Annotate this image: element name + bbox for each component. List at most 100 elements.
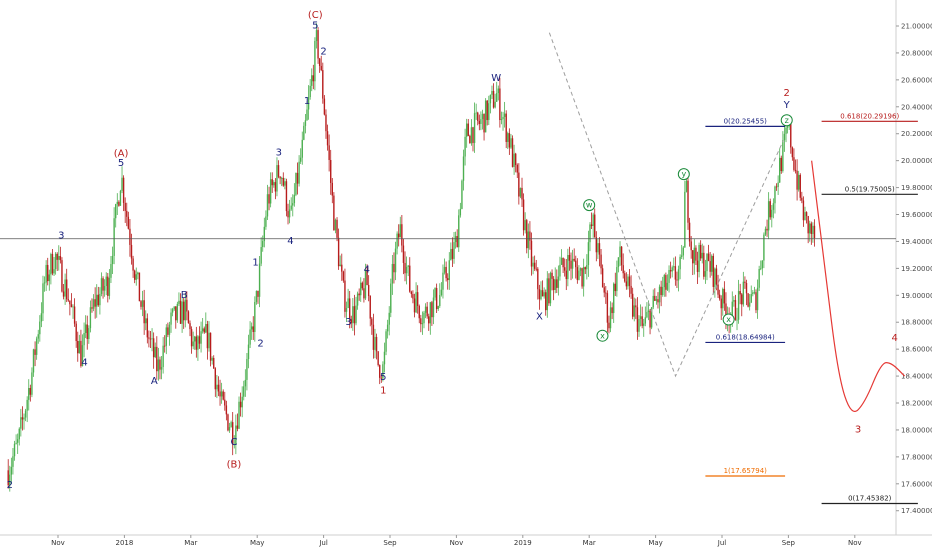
candle-body xyxy=(23,417,25,420)
candle-body xyxy=(782,140,784,172)
candle-body xyxy=(179,300,182,324)
candle-body xyxy=(696,260,699,272)
candle-body xyxy=(663,275,665,288)
candle-layer xyxy=(7,23,816,492)
candle-body xyxy=(173,306,175,310)
candle-body xyxy=(314,40,316,82)
candle-body xyxy=(801,197,803,201)
candle-body xyxy=(216,384,218,390)
candle-body xyxy=(306,109,308,121)
candle-body xyxy=(633,305,635,317)
candle-body xyxy=(200,331,202,344)
candle-body xyxy=(797,174,800,190)
candle-body xyxy=(371,318,373,325)
candle-body xyxy=(227,414,229,431)
candle-body xyxy=(99,293,101,306)
candle-body xyxy=(655,299,658,301)
candle-body xyxy=(529,231,531,241)
candle-body xyxy=(37,334,39,339)
candle-body xyxy=(345,308,348,312)
candle-body xyxy=(737,291,740,320)
x-tick-label: Nov xyxy=(848,539,862,547)
candle-body xyxy=(704,271,707,277)
candle-body xyxy=(382,364,384,379)
y-tick-label: 18.00000 xyxy=(901,426,932,434)
candle-body xyxy=(309,85,311,98)
candle-body xyxy=(318,58,321,66)
y-tick-label: 20.20000 xyxy=(901,130,932,138)
candle-body xyxy=(197,336,199,350)
candle-body xyxy=(687,180,689,223)
candle-body xyxy=(103,285,106,291)
candle-body xyxy=(127,216,130,229)
candle-body xyxy=(616,267,618,292)
candle-body xyxy=(89,307,92,329)
candle-body xyxy=(233,444,235,446)
candle-body xyxy=(423,312,425,324)
candle-body xyxy=(263,226,266,242)
candle-body xyxy=(238,401,240,429)
candle-body xyxy=(268,194,270,204)
candle-body xyxy=(386,324,389,332)
fib-level-label: 0.618(18.64984) xyxy=(716,333,775,341)
candle-body xyxy=(489,94,492,104)
candle-body xyxy=(156,346,158,372)
candle-body xyxy=(383,351,386,365)
wave-label: 5 xyxy=(118,158,124,169)
y-tick-label: 19.40000 xyxy=(901,238,932,246)
candle-body xyxy=(311,75,313,86)
candle-body xyxy=(718,294,721,299)
candle-body xyxy=(175,306,177,321)
candle-body xyxy=(217,384,220,392)
candle-body xyxy=(741,294,743,305)
candle-body xyxy=(140,301,142,307)
candle-body xyxy=(756,287,759,311)
candle-body xyxy=(459,208,462,216)
candle-body xyxy=(807,216,809,234)
candle-body xyxy=(198,336,201,344)
candle-body xyxy=(184,299,186,321)
candle-body xyxy=(262,241,264,248)
candle-body xyxy=(132,258,134,271)
candle-body xyxy=(747,293,749,307)
candle-body xyxy=(230,422,232,428)
candle-body xyxy=(587,242,590,266)
candle-body xyxy=(34,349,36,355)
candle-body xyxy=(774,186,776,204)
candle-body xyxy=(563,267,566,271)
candle-body xyxy=(581,268,583,287)
candle-body xyxy=(157,359,160,372)
candle-body xyxy=(21,417,24,420)
candle-body xyxy=(582,267,585,287)
candle-body xyxy=(360,282,362,296)
candle-body xyxy=(260,247,262,264)
wave-label: (C) xyxy=(308,10,323,21)
candle-body xyxy=(668,270,670,283)
candle-body xyxy=(385,331,387,352)
candle-body xyxy=(250,326,253,330)
candle-body xyxy=(119,190,122,206)
candle-body xyxy=(617,257,620,268)
candle-body xyxy=(576,267,579,280)
candle-body xyxy=(42,283,44,314)
candle-body xyxy=(323,98,326,115)
candle-body xyxy=(374,336,376,350)
candle-body xyxy=(481,113,484,120)
wave-label: 5 xyxy=(312,21,318,32)
candle-body xyxy=(336,219,338,238)
candle-body xyxy=(775,186,778,188)
candle-body xyxy=(201,328,204,332)
candle-body xyxy=(526,220,528,249)
wave-label: 4 xyxy=(81,357,87,368)
candle-body xyxy=(334,219,337,231)
candle-body xyxy=(570,260,572,269)
candle-body xyxy=(424,306,427,313)
candle-body xyxy=(236,425,239,429)
fib-level-label: 0.618(20.29196) xyxy=(840,112,899,120)
candle-body xyxy=(450,248,452,261)
candle-body xyxy=(178,300,180,304)
candle-body xyxy=(613,283,615,314)
candle-body xyxy=(39,321,41,335)
candle-body xyxy=(91,307,93,309)
candle-body xyxy=(296,172,299,184)
